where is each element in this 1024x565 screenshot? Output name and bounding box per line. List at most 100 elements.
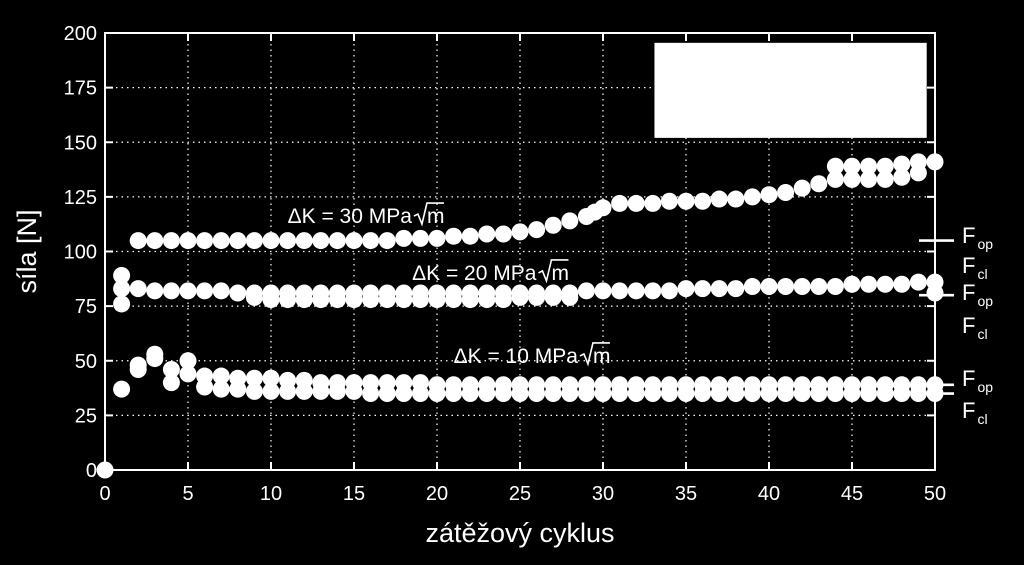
data-point bbox=[544, 288, 562, 306]
data-point bbox=[760, 186, 778, 204]
y-tick-label: 100 bbox=[64, 242, 97, 264]
data-point bbox=[212, 282, 230, 300]
data-point bbox=[710, 280, 728, 298]
annotation-label: ΔK = 10 MPa m bbox=[454, 342, 611, 368]
sqrt-argument: m bbox=[427, 205, 445, 228]
data-point bbox=[245, 369, 263, 387]
y-tick-label: 75 bbox=[75, 296, 97, 318]
data-point bbox=[909, 385, 927, 403]
data-point bbox=[627, 385, 645, 403]
sqrt-argument: m bbox=[551, 262, 569, 285]
data-point bbox=[826, 170, 844, 188]
data-point bbox=[129, 280, 147, 298]
data-point bbox=[660, 192, 678, 210]
data-point bbox=[876, 385, 894, 403]
x-tick-label: 50 bbox=[924, 483, 946, 505]
data-point bbox=[461, 291, 479, 309]
data-point bbox=[777, 277, 795, 295]
data-point bbox=[113, 280, 131, 298]
data-point bbox=[561, 385, 579, 403]
data-point bbox=[179, 282, 197, 300]
data-point bbox=[494, 291, 512, 309]
x-tick-label: 40 bbox=[758, 483, 780, 505]
data-point bbox=[312, 232, 330, 250]
data-point bbox=[428, 229, 446, 247]
data-point bbox=[893, 275, 911, 293]
data-point bbox=[245, 232, 263, 250]
data-point bbox=[544, 216, 562, 234]
data-point bbox=[677, 280, 695, 298]
x-tick-label: 45 bbox=[841, 483, 863, 505]
data-point bbox=[843, 170, 861, 188]
data-point bbox=[743, 188, 761, 206]
sqrt-sign bbox=[579, 342, 610, 367]
data-point bbox=[328, 232, 346, 250]
data-point bbox=[212, 380, 230, 398]
data-point bbox=[926, 284, 944, 302]
y-axis-label: síla [N] bbox=[12, 209, 42, 293]
data-point bbox=[196, 232, 214, 250]
x-tick-label: 15 bbox=[343, 483, 365, 505]
data-point bbox=[279, 382, 297, 400]
y-tick-label: 25 bbox=[75, 405, 97, 427]
x-tick-label: 20 bbox=[426, 483, 448, 505]
data-point bbox=[793, 385, 811, 403]
data-point bbox=[777, 385, 795, 403]
data-point bbox=[577, 282, 595, 300]
x-tick-label: 10 bbox=[260, 483, 282, 505]
data-point bbox=[611, 282, 629, 300]
data-point bbox=[411, 229, 429, 247]
data-point bbox=[478, 385, 496, 403]
data-point bbox=[594, 199, 612, 217]
data-point bbox=[511, 385, 529, 403]
y-tick-label: 125 bbox=[64, 187, 97, 209]
data-point bbox=[411, 385, 429, 403]
data-point bbox=[312, 291, 330, 309]
data-points bbox=[96, 153, 944, 479]
data-point bbox=[229, 284, 247, 302]
data-point bbox=[876, 170, 894, 188]
sqrt-argument: m bbox=[593, 345, 611, 368]
data-point bbox=[295, 291, 313, 309]
data-point bbox=[860, 170, 878, 188]
x-tick-label: 30 bbox=[592, 483, 614, 505]
y-tick-label: 50 bbox=[75, 351, 97, 373]
data-point bbox=[478, 291, 496, 309]
data-point bbox=[544, 385, 562, 403]
data-point bbox=[860, 385, 878, 403]
data-point bbox=[810, 175, 828, 193]
data-point bbox=[262, 382, 280, 400]
y-tick-label: 175 bbox=[64, 78, 97, 100]
data-point bbox=[810, 277, 828, 295]
data-point bbox=[826, 157, 844, 175]
data-point bbox=[777, 184, 795, 202]
data-point bbox=[644, 282, 662, 300]
data-point bbox=[893, 168, 911, 186]
data-point bbox=[594, 282, 612, 300]
annotation-label: ΔK = 20 MPa m bbox=[412, 259, 569, 285]
data-point bbox=[843, 275, 861, 293]
data-point bbox=[395, 229, 413, 247]
data-point bbox=[810, 385, 828, 403]
data-point bbox=[179, 365, 197, 383]
data-point bbox=[843, 157, 861, 175]
data-point bbox=[279, 291, 297, 309]
data-point bbox=[494, 385, 512, 403]
data-point bbox=[461, 385, 479, 403]
data-point bbox=[478, 225, 496, 243]
data-point bbox=[876, 275, 894, 293]
data-point bbox=[146, 232, 164, 250]
data-point bbox=[660, 385, 678, 403]
data-point bbox=[312, 382, 330, 400]
data-point bbox=[677, 192, 695, 210]
data-point bbox=[760, 385, 778, 403]
data-point bbox=[245, 382, 263, 400]
data-point bbox=[229, 380, 247, 398]
data-point bbox=[345, 382, 363, 400]
data-point bbox=[378, 232, 396, 250]
data-point bbox=[710, 190, 728, 208]
data-point bbox=[162, 360, 180, 378]
